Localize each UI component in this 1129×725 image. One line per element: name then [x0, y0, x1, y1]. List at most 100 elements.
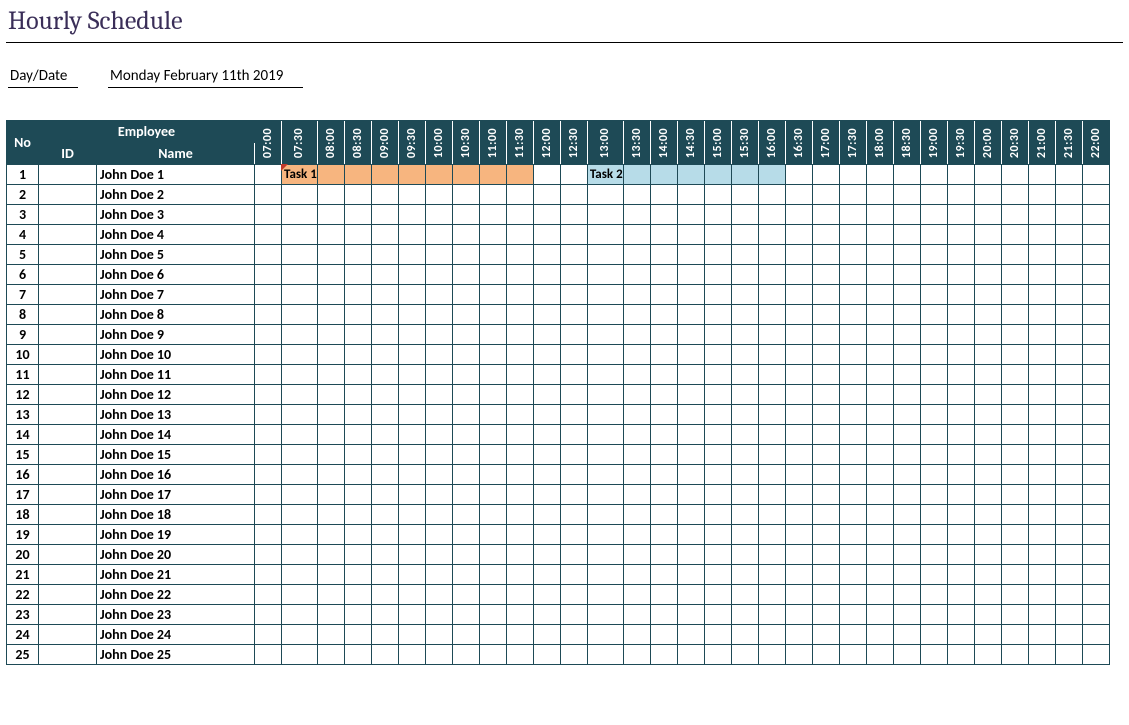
cell-slot[interactable] — [947, 345, 974, 365]
cell-slot[interactable] — [812, 545, 839, 565]
cell-slot[interactable] — [1001, 225, 1028, 245]
cell-slot[interactable] — [893, 545, 920, 565]
cell-slot[interactable] — [317, 565, 344, 585]
cell-slot[interactable] — [371, 445, 398, 465]
cell-slot[interactable] — [623, 265, 650, 285]
cell-slot[interactable] — [974, 565, 1001, 585]
cell-slot[interactable] — [560, 405, 587, 425]
cell-slot[interactable] — [255, 185, 282, 205]
cell-slot[interactable] — [974, 645, 1001, 665]
cell-slot[interactable] — [758, 385, 785, 405]
cell-slot[interactable] — [839, 465, 866, 485]
cell-slot[interactable] — [452, 265, 479, 285]
cell-slot[interactable] — [677, 385, 704, 405]
cell-name[interactable]: John Doe 4 — [97, 225, 255, 245]
cell-slot[interactable] — [255, 325, 282, 345]
cell-slot[interactable] — [560, 385, 587, 405]
cell-name[interactable]: John Doe 7 — [97, 285, 255, 305]
cell-slot[interactable] — [398, 405, 425, 425]
cell-slot[interactable] — [282, 385, 318, 405]
cell-slot[interactable] — [866, 645, 893, 665]
cell-slot[interactable] — [425, 305, 452, 325]
cell-slot[interactable] — [812, 465, 839, 485]
cell-slot[interactable] — [282, 365, 318, 385]
cell-slot[interactable] — [812, 225, 839, 245]
cell-slot[interactable] — [920, 465, 947, 485]
cell-slot[interactable] — [704, 585, 731, 605]
cell-slot[interactable] — [785, 285, 812, 305]
cell-slot[interactable] — [812, 265, 839, 285]
cell-slot[interactable] — [398, 305, 425, 325]
cell-slot[interactable] — [785, 365, 812, 385]
cell-slot[interactable] — [371, 325, 398, 345]
cell-slot[interactable] — [1028, 185, 1055, 205]
cell-slot[interactable] — [920, 545, 947, 565]
cell-slot[interactable] — [893, 605, 920, 625]
cell-slot[interactable] — [974, 485, 1001, 505]
cell-slot[interactable] — [1028, 645, 1055, 665]
cell-slot[interactable] — [947, 405, 974, 425]
cell-slot[interactable] — [677, 405, 704, 425]
cell-slot[interactable] — [506, 365, 533, 385]
cell-slot[interactable] — [731, 245, 758, 265]
cell-slot[interactable] — [974, 365, 1001, 385]
cell-slot[interactable] — [866, 165, 893, 185]
cell-slot[interactable] — [893, 245, 920, 265]
cell-slot[interactable] — [587, 365, 623, 385]
cell-slot[interactable] — [812, 405, 839, 425]
cell-slot[interactable] — [758, 565, 785, 585]
cell-slot[interactable] — [758, 465, 785, 485]
cell-slot[interactable] — [839, 405, 866, 425]
cell-slot[interactable] — [650, 205, 677, 225]
cell-slot[interactable] — [1028, 445, 1055, 465]
cell-slot[interactable] — [785, 325, 812, 345]
cell-slot[interactable] — [947, 645, 974, 665]
cell-slot[interactable] — [344, 525, 371, 545]
cell-slot[interactable] — [425, 565, 452, 585]
cell-slot[interactable] — [677, 165, 704, 185]
cell-slot[interactable] — [677, 225, 704, 245]
cell-slot[interactable] — [947, 525, 974, 545]
cell-slot[interactable] — [282, 285, 318, 305]
cell-slot[interactable] — [947, 585, 974, 605]
cell-slot[interactable] — [812, 505, 839, 525]
cell-slot[interactable] — [560, 365, 587, 385]
cell-slot[interactable] — [839, 425, 866, 445]
cell-slot[interactable] — [282, 265, 318, 285]
cell-slot[interactable] — [866, 545, 893, 565]
cell-slot[interactable] — [344, 265, 371, 285]
cell-slot[interactable] — [506, 525, 533, 545]
cell-slot[interactable] — [255, 445, 282, 465]
cell-slot[interactable] — [1055, 565, 1082, 585]
cell-slot[interactable] — [533, 445, 560, 465]
cell-slot[interactable] — [479, 385, 506, 405]
cell-slot[interactable] — [398, 165, 425, 185]
cell-slot[interactable] — [866, 605, 893, 625]
cell-slot[interactable] — [839, 185, 866, 205]
cell-slot[interactable] — [677, 445, 704, 465]
cell-slot[interactable] — [758, 245, 785, 265]
cell-slot[interactable] — [533, 285, 560, 305]
cell-slot[interactable] — [1055, 265, 1082, 285]
cell-slot[interactable] — [920, 185, 947, 205]
cell-slot[interactable] — [1082, 345, 1109, 365]
cell-slot[interactable] — [893, 385, 920, 405]
cell-slot[interactable] — [758, 445, 785, 465]
cell-slot[interactable] — [758, 285, 785, 305]
cell-slot[interactable] — [506, 425, 533, 445]
cell-slot[interactable] — [255, 525, 282, 545]
cell-slot[interactable] — [866, 525, 893, 545]
cell-slot[interactable] — [947, 225, 974, 245]
cell-slot[interactable] — [452, 305, 479, 325]
cell-slot[interactable] — [371, 305, 398, 325]
cell-slot[interactable] — [479, 285, 506, 305]
cell-slot[interactable] — [785, 265, 812, 285]
cell-slot[interactable] — [704, 365, 731, 385]
cell-slot[interactable] — [344, 305, 371, 325]
cell-slot[interactable] — [893, 645, 920, 665]
cell-slot[interactable] — [1001, 545, 1028, 565]
cell-slot[interactable] — [731, 165, 758, 185]
cell-name[interactable]: John Doe 24 — [97, 625, 255, 645]
cell-slot[interactable] — [506, 505, 533, 525]
cell-slot[interactable] — [425, 285, 452, 305]
